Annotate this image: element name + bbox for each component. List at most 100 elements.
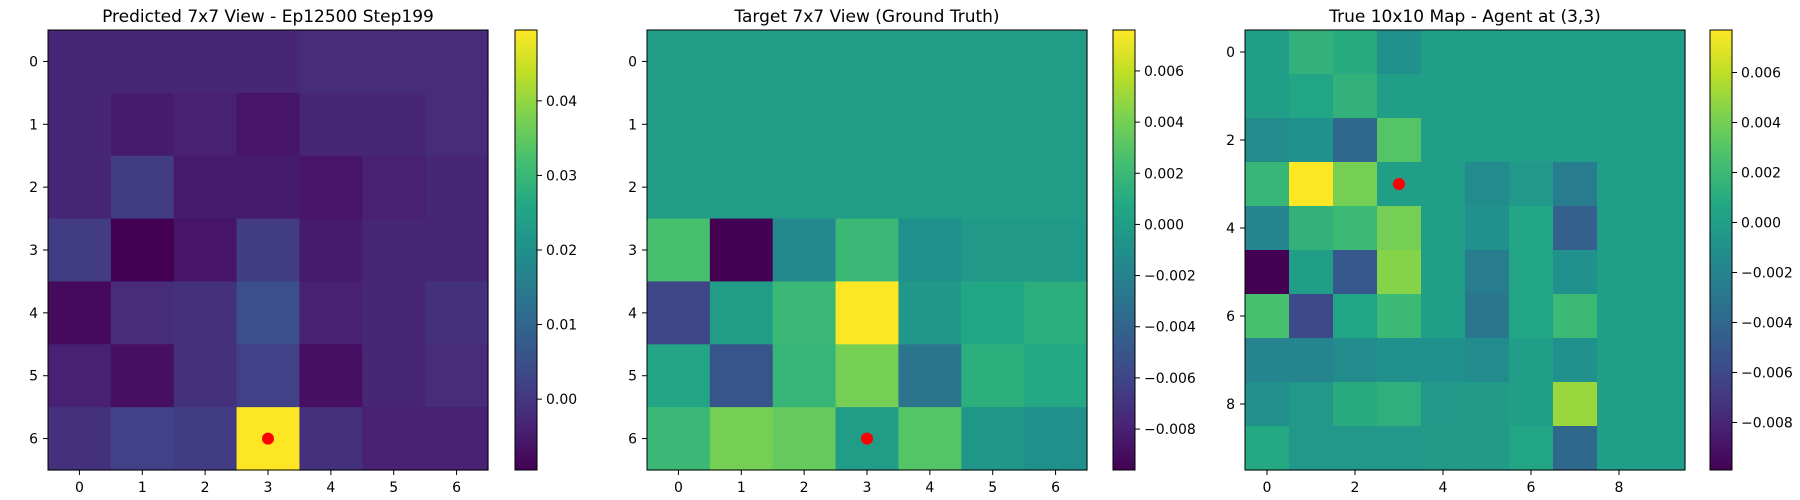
y-tick-label: 6 [1226,309,1235,325]
true-map-panel: True 10x10 Map - Agent at (3,3) 0 2 4 6 8 0 2 4 6… [1226,7,1793,496]
heatmap-cell [1597,338,1642,383]
heatmap-cell [173,281,238,345]
heatmap-cell [1289,74,1334,119]
y-tick-label: 3 [29,243,38,259]
heatmap-cell [1641,426,1686,471]
heatmap-cell [1509,338,1554,383]
heatmap-cell [898,92,962,157]
heatmap-cell [362,281,426,345]
heatmap-cell [1024,92,1088,157]
heatmap-cell [1641,338,1686,383]
y-tick-label: 0 [1226,45,1235,61]
heatmap-cell [961,218,1025,283]
heatmap-cell [1024,30,1088,94]
heatmap-cell [1641,118,1686,163]
heatmap-cell [1377,118,1422,163]
heatmap-cell [835,218,900,283]
heatmap-cell [647,281,711,345]
heatmap-cell [1509,206,1554,251]
y-tick-label: 8 [1226,397,1235,413]
x-tick-label: 4 [326,480,335,496]
agent-marker [1393,178,1405,190]
y-tick-label: 1 [29,117,38,133]
heatmap-cell [1421,74,1466,119]
heatmap-cell [110,30,175,94]
heatmap-cell [835,30,900,94]
heatmap-cell [1509,250,1554,295]
heatmap-cell [1553,426,1598,471]
colorbar [515,30,537,470]
heatmap-cell [1597,250,1642,295]
heatmap-cell [1245,118,1290,163]
heatmap-cell [1597,294,1642,339]
heatmap-cell [299,407,363,471]
heatmap-cell [48,30,112,94]
heatmap-cell [110,344,175,408]
heatmap-cell [362,407,426,471]
heatmap-cell [1333,294,1378,339]
heatmap-cell [1465,294,1510,339]
heatmap-cell [1465,338,1510,383]
heatmap-cell [1333,162,1378,207]
predicted-title: Predicted 7x7 View - Ep12500 Step199 [102,7,434,27]
heatmap-cell [772,344,837,408]
colorbar-tick-label: 0.006 [1741,66,1781,82]
heatmap-cell [1641,382,1686,427]
heatmap-cell [110,92,175,157]
heatmap-cell [48,407,112,471]
heatmap-cell [425,92,489,157]
truemap-title: True 10x10 Map - Agent at (3,3) [1328,7,1601,27]
colorbar-tick-label: 0.006 [1144,64,1184,80]
colorbar-tick-label: 0.01 [546,318,577,334]
heatmap-cell [236,218,301,283]
heatmap-cell [898,218,962,283]
heatmap-cell [647,344,711,408]
colorbar [1710,30,1732,470]
y-tick-label: 2 [29,180,38,196]
heatmap-cell [1641,74,1686,119]
heatmap-cell [961,155,1025,220]
colorbar-tick-label: −0.004 [1144,320,1196,336]
heatmap-cell [1289,162,1334,207]
heatmap-cell [1421,30,1466,75]
heatmap-cell [236,92,301,157]
heatmap-cell [1333,74,1378,119]
heatmap-cell [1333,118,1378,163]
heatmap-cell [709,281,774,345]
y-tick-label: 6 [628,432,637,448]
colorbar-tick-label: −0.008 [1144,422,1196,438]
heatmap-cell [1289,30,1334,75]
x-tick-label: 2 [201,480,210,496]
heatmap-cell [647,92,711,157]
heatmap-cell [772,218,837,283]
agent-marker [861,432,873,445]
heatmap-cell [1421,250,1466,295]
heatmap-cell [1333,338,1378,383]
heatmap-cell [1245,294,1290,339]
heatmap-cell [709,92,774,157]
heatmap-cell [425,407,489,471]
target-title: Target 7x7 View (Ground Truth) [733,7,999,27]
heatmap-cell [898,30,962,94]
colorbar-tick-label: 0.03 [546,168,577,184]
heatmap-cell [1377,338,1422,383]
heatmap-cell [48,344,112,408]
heatmap-cell [1465,382,1510,427]
target-view-panel: Target 7x7 View (Ground Truth) 0 1 2 3 4 5 6 0 1 2… [628,7,1196,496]
heatmap-cell [1421,338,1466,383]
x-tick-label: 4 [925,480,934,496]
heatmap-cell [1245,250,1290,295]
heatmap-cell [1377,74,1422,119]
heatmap-cell [1245,382,1290,427]
heatmap-cell [1245,338,1290,383]
colorbar-tick-label: −0.006 [1741,366,1793,382]
x-tick-label: 5 [988,480,997,496]
heatmap-cell [1641,162,1686,207]
heatmap-cell [236,30,301,94]
heatmap-cell [1421,426,1466,471]
heatmap-cell [1509,382,1554,427]
y-tick-label: 6 [29,432,38,448]
heatmap-cell [1465,74,1510,119]
heatmap-cell [835,92,900,157]
heatmap-cell [709,155,774,220]
